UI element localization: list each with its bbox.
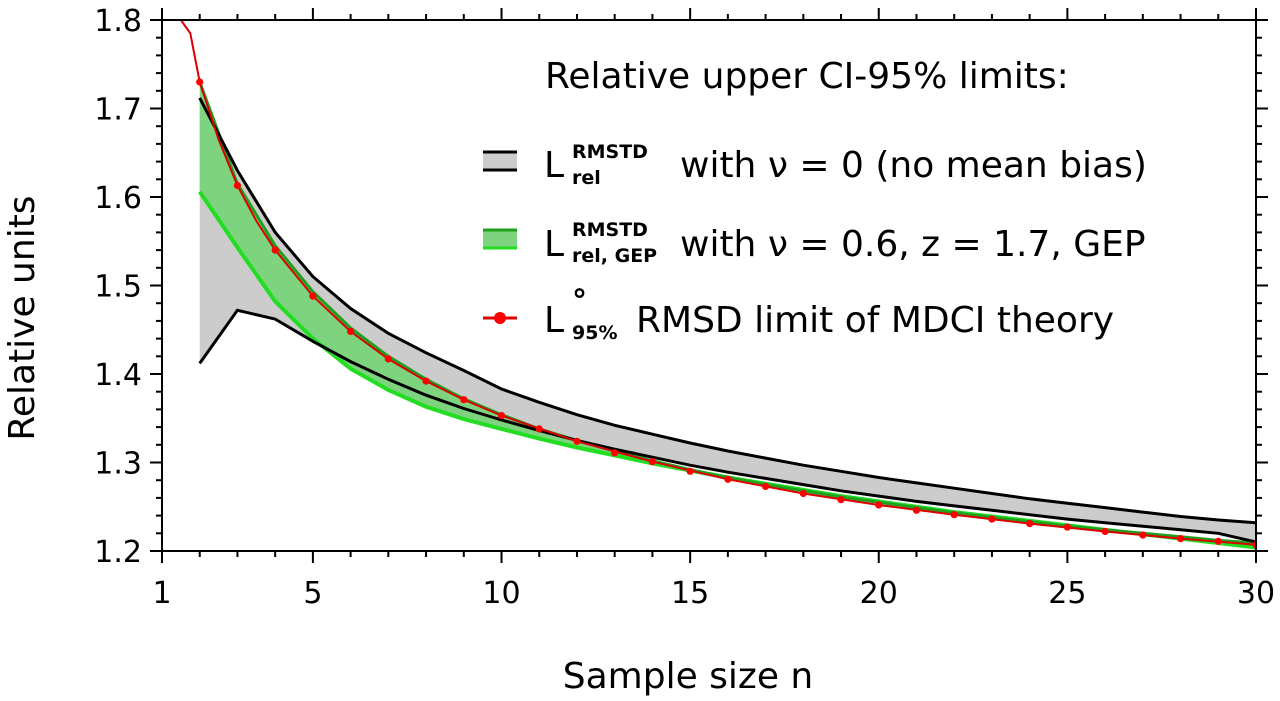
legend-text-1: with ν = 0 (no mean bias) bbox=[680, 145, 1147, 186]
theory-marker-n17 bbox=[762, 482, 770, 490]
theory-marker-n8 bbox=[422, 377, 430, 385]
theory-marker-n19 bbox=[837, 496, 845, 504]
theory-marker-n14 bbox=[648, 458, 657, 466]
y-tick-label-0: 1.2 bbox=[94, 535, 142, 570]
legend-swatch-green-band bbox=[483, 230, 517, 248]
legend-swatch-gray-band bbox=[483, 152, 517, 170]
gray-band-area bbox=[199, 97, 1256, 543]
y-tick-label-4: 1.6 bbox=[94, 181, 142, 216]
x-tick-label-15: 15 bbox=[671, 576, 709, 611]
theory-marker-n4 bbox=[271, 246, 279, 254]
y-tick-label-6: 1.8 bbox=[94, 4, 142, 39]
legend: Relative upper CI-95% limits: L RMSTD re… bbox=[483, 56, 1147, 344]
x-tick-label-20: 20 bbox=[860, 576, 898, 611]
legend-symbol-2: L bbox=[544, 224, 564, 265]
theory-marker-n9 bbox=[460, 396, 468, 404]
theory-marker-n27 bbox=[1139, 531, 1147, 539]
x-tick-label-10: 10 bbox=[482, 576, 520, 611]
legend-entry-green-band: L RMSTD rel, GEP with ν = 0.6, z = 1.7, … bbox=[483, 219, 1146, 267]
theory-marker-n3 bbox=[233, 181, 241, 190]
axes: 1 5 10 15 20 25 301.21.31.41.51.61.71.8 bbox=[94, 4, 1275, 611]
theory-marker-n21 bbox=[912, 506, 921, 514]
theory-marker-n6 bbox=[347, 327, 355, 336]
theory-marker-n26 bbox=[1101, 527, 1109, 536]
x-tick-label-5: 5 bbox=[303, 576, 322, 611]
legend-title: Relative upper CI-95% limits: bbox=[545, 56, 1069, 97]
legend-symbol-1: L bbox=[544, 145, 564, 186]
gray-band-upper-line bbox=[198, 97, 1256, 525]
legend-subscript-1: rel bbox=[572, 167, 601, 189]
legend-subscript-3: 95% bbox=[572, 322, 617, 344]
y-axis-title: Relative units bbox=[2, 195, 43, 440]
legend-entry-theory: L ° 95% RMSD limit of MDCI theory bbox=[483, 284, 1114, 344]
plot-area bbox=[180, 20, 1256, 550]
legend-text-3: RMSD limit of MDCI theory bbox=[636, 300, 1114, 341]
theory-marker-n25 bbox=[1063, 523, 1071, 531]
y-tick-label-3: 1.5 bbox=[94, 270, 142, 305]
theory-marker-n11 bbox=[535, 425, 543, 433]
theory-marker-n29 bbox=[1214, 537, 1222, 545]
theory-marker-n16 bbox=[724, 475, 732, 483]
legend-superscript-1: RMSTD bbox=[572, 141, 648, 163]
theory-marker-n12 bbox=[573, 437, 581, 445]
y-tick-label-1: 1.3 bbox=[94, 447, 142, 482]
y-tick-label-2: 1.4 bbox=[94, 358, 142, 393]
plot-series-group bbox=[180, 20, 1256, 550]
x-tick-label-25: 25 bbox=[1048, 576, 1086, 611]
legend-entry-gray-band: L RMSTD rel with ν = 0 (no mean bias) bbox=[483, 141, 1147, 189]
theory-marker-n24 bbox=[1026, 520, 1034, 528]
theory-marker-n22 bbox=[950, 511, 958, 519]
gray-band-lower-line bbox=[198, 308, 1256, 544]
theory-marker-n28 bbox=[1177, 535, 1185, 543]
theory-marker-n20 bbox=[875, 501, 883, 509]
theory-marker-n18 bbox=[799, 489, 807, 498]
theory-marker-n13 bbox=[611, 449, 619, 457]
legend-superscript-2: RMSTD bbox=[572, 219, 648, 241]
x-tick-label-30: 30 bbox=[1237, 576, 1275, 611]
legend-subscript-2: rel, GEP bbox=[572, 245, 657, 267]
x-tick-label-1: 1 bbox=[152, 576, 171, 611]
theory-marker-n10 bbox=[497, 412, 506, 420]
legend-superscript-3: ° bbox=[572, 284, 587, 319]
y-tick-label-5: 1.7 bbox=[94, 93, 142, 128]
legend-text-2: with ν = 0.6, z = 1.7, GEP bbox=[680, 224, 1146, 265]
theory-marker-n15 bbox=[686, 467, 694, 475]
theory-marker-n2 bbox=[196, 78, 204, 86]
theory-marker-n23 bbox=[988, 515, 996, 523]
legend-swatch-theory-marker bbox=[494, 312, 506, 324]
theory-marker-n7 bbox=[384, 355, 392, 363]
legend-symbol-3: L bbox=[544, 300, 564, 341]
x-axis-title: Sample size n bbox=[563, 656, 814, 697]
theory-marker-n5 bbox=[309, 292, 317, 300]
